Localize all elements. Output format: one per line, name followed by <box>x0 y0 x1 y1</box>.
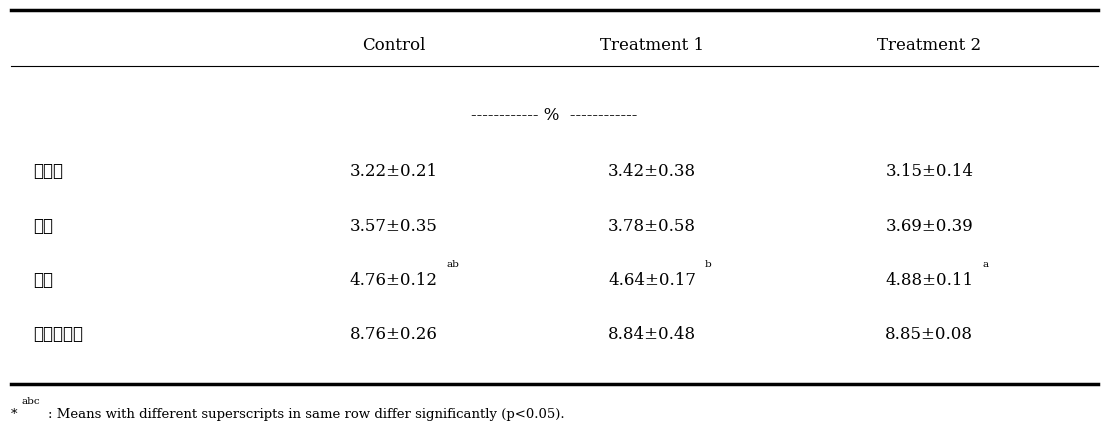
Text: Treatment 2: Treatment 2 <box>877 37 981 54</box>
Text: Treatment 1: Treatment 1 <box>600 37 704 54</box>
Text: 단백질: 단백질 <box>33 163 63 180</box>
Text: 8.84±0.48: 8.84±0.48 <box>608 326 696 343</box>
Text: 무지고형분: 무지고형분 <box>33 326 83 343</box>
Text: 4.88±0.11: 4.88±0.11 <box>885 271 974 289</box>
Text: 3.69±0.39: 3.69±0.39 <box>885 217 974 234</box>
Text: 3.78±0.58: 3.78±0.58 <box>608 217 696 234</box>
Text: 8.85±0.08: 8.85±0.08 <box>885 326 974 343</box>
Text: 유당: 유당 <box>33 271 53 289</box>
Text: Control: Control <box>362 37 426 54</box>
Text: 3.15±0.14: 3.15±0.14 <box>885 163 974 180</box>
Text: : Means with different superscripts in same row differ significantly (p<0.05).: : Means with different superscripts in s… <box>48 407 564 420</box>
Text: *: * <box>11 407 18 420</box>
Text: b: b <box>705 259 712 268</box>
Text: ------------ %  ------------: ------------ % ------------ <box>471 106 638 124</box>
Text: 3.57±0.35: 3.57±0.35 <box>349 217 438 234</box>
Text: 4.76±0.12: 4.76±0.12 <box>349 271 438 289</box>
Text: 3.42±0.38: 3.42±0.38 <box>608 163 696 180</box>
Text: 8.76±0.26: 8.76±0.26 <box>349 326 438 343</box>
Text: a: a <box>983 259 988 268</box>
Text: 3.22±0.21: 3.22±0.21 <box>349 163 438 180</box>
Text: 4.64±0.17: 4.64±0.17 <box>608 271 696 289</box>
Text: abc: abc <box>21 397 40 405</box>
Text: 지방: 지방 <box>33 217 53 234</box>
Text: ab: ab <box>447 259 459 268</box>
